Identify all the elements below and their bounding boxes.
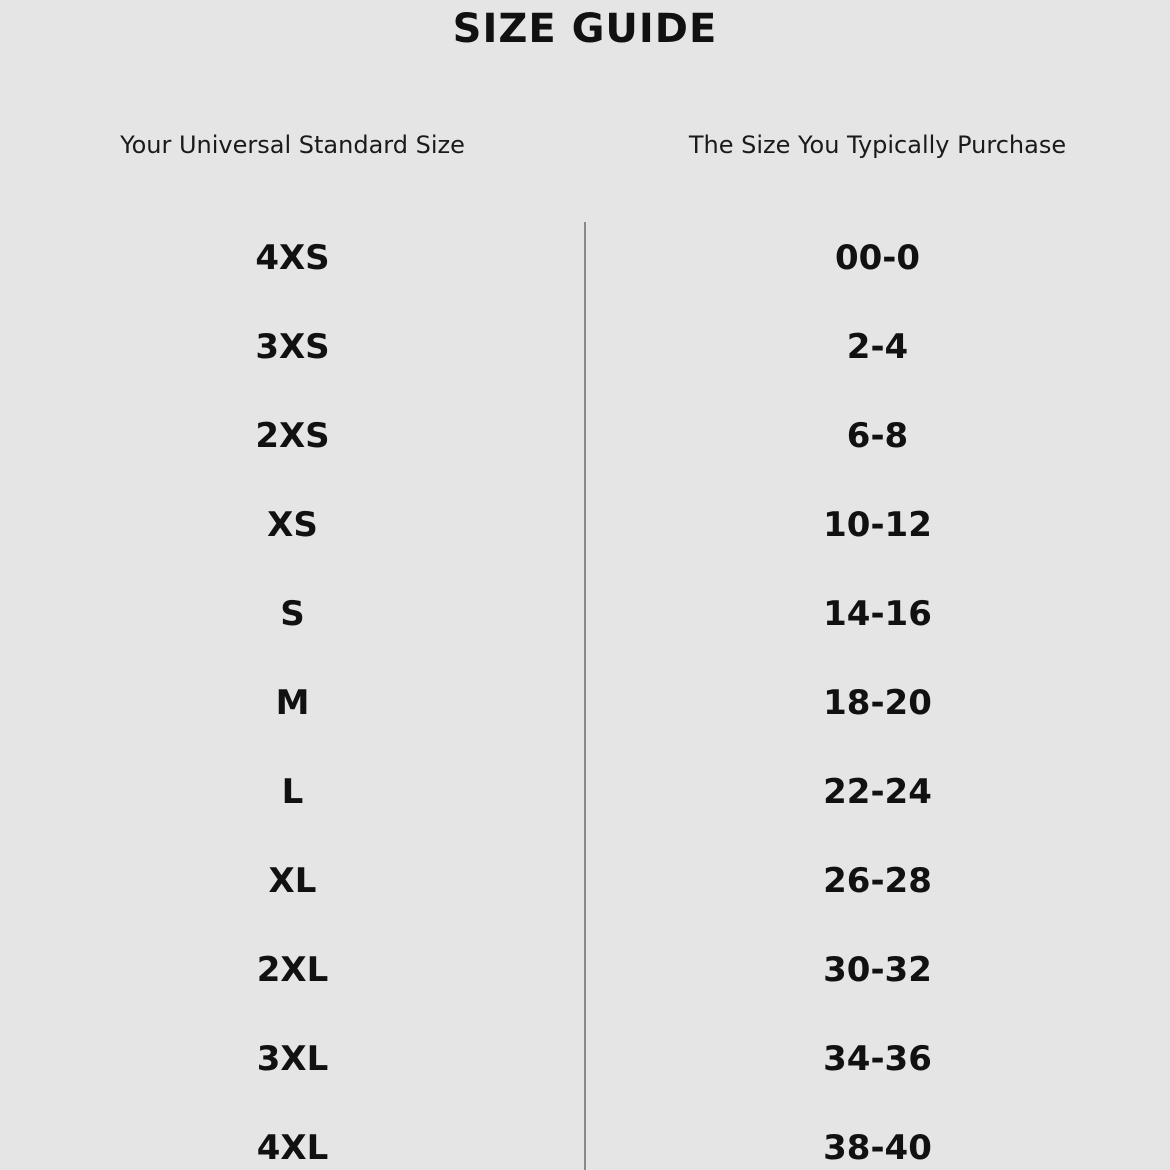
- table-row: 2XL 30-32: [0, 950, 1170, 990]
- universal-size-cell: 4XS: [255, 238, 330, 278]
- universal-size-cell: 3XL: [256, 1039, 329, 1079]
- typical-size-cell: 14-16: [823, 594, 932, 634]
- column-divider: [584, 222, 586, 1170]
- table-row: XS 10-12: [0, 505, 1170, 545]
- typical-size-cell: 34-36: [823, 1039, 932, 1079]
- column-header-typical-size: The Size You Typically Purchase: [688, 131, 1067, 159]
- typical-size-cell: 6-8: [846, 416, 909, 456]
- universal-size-cell: M: [275, 683, 310, 723]
- typical-size-cell: 10-12: [823, 505, 932, 545]
- table-row: 4XS 00-0: [0, 238, 1170, 278]
- typical-size-cell: 00-0: [834, 238, 921, 278]
- table-row: S 14-16: [0, 594, 1170, 634]
- universal-size-cell: S: [280, 594, 305, 634]
- table-row: XL 26-28: [0, 861, 1170, 901]
- typical-size-cell: 2-4: [846, 327, 909, 367]
- table-row: 3XS 2-4: [0, 327, 1170, 367]
- universal-size-cell: L: [281, 772, 304, 812]
- column-header-universal-size: Your Universal Standard Size: [120, 131, 465, 159]
- typical-size-cell: 30-32: [823, 950, 932, 990]
- typical-size-cell: 26-28: [823, 861, 932, 901]
- table-row: M 18-20: [0, 683, 1170, 723]
- universal-size-cell: 4XL: [256, 1128, 329, 1168]
- universal-size-cell: 2XL: [256, 950, 329, 990]
- table-row: 2XS 6-8: [0, 416, 1170, 456]
- page-title: SIZE GUIDE: [452, 6, 718, 52]
- table-row: 4XL 38-40: [0, 1128, 1170, 1168]
- table-row: L 22-24: [0, 772, 1170, 812]
- universal-size-cell: 3XS: [255, 327, 330, 367]
- typical-size-cell: 38-40: [823, 1128, 932, 1168]
- typical-size-cell: 18-20: [823, 683, 932, 723]
- universal-size-cell: XS: [267, 505, 318, 545]
- universal-size-cell: XL: [268, 861, 317, 901]
- table-row: 3XL 34-36: [0, 1039, 1170, 1079]
- universal-size-cell: 2XS: [255, 416, 330, 456]
- typical-size-cell: 22-24: [823, 772, 932, 812]
